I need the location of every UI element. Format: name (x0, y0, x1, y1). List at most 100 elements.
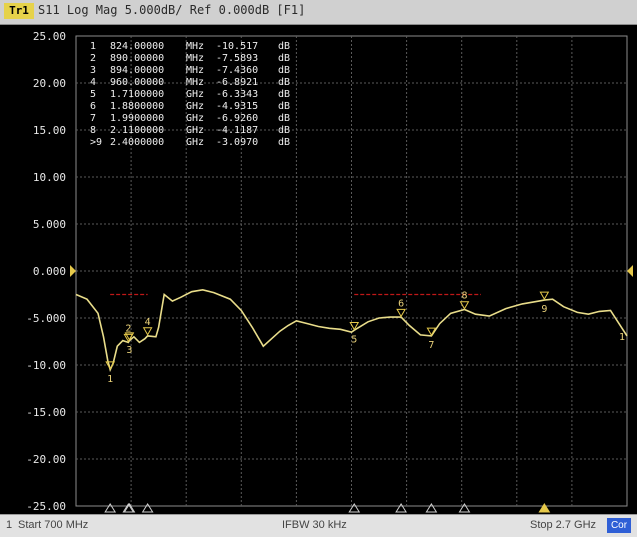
y-tick-labels: 25.00 20.00 15.00 10.00 5.000 0.000 -5.000 -10.… (26, 30, 66, 513)
marker-table-cell: 1.7100000 (110, 89, 164, 100)
marker-table-cell: -7.5893 (216, 53, 258, 64)
marker-table-cell: 6 (90, 101, 96, 112)
marker-table-cell: 3 (90, 65, 96, 76)
marker-table-cell: -6.9260 (216, 113, 258, 124)
marker-8-symbol[interactable] (459, 301, 470, 310)
marker-table-cell: 1.9900000 (110, 113, 164, 124)
marker-table-cell: dB (278, 101, 290, 112)
marker-table-cell: 2 (90, 53, 96, 64)
marker-6-symbol[interactable] (396, 308, 406, 318)
marker-table-cell: -6.3343 (216, 89, 258, 100)
correction-badge[interactable]: Cor (607, 518, 631, 533)
marker-table-cell: 890.00000 (110, 53, 164, 64)
marker-table-cell: dB (278, 53, 290, 64)
marker-table-cell: dB (278, 113, 290, 124)
reference-arrows (70, 265, 633, 277)
smith-log-mag-plot[interactable]: 25.00 20.00 15.00 10.00 5.000 0.000 -5.000 -10.… (0, 24, 637, 514)
marker-3-symbol[interactable] (124, 332, 135, 341)
marker-table-cell: dB (278, 65, 290, 76)
marker-table-cell: GHz (186, 101, 204, 112)
marker-table-cell: 960.00000 (110, 77, 164, 88)
marker-table-cell: dB (278, 41, 290, 52)
status-bar: 1 Start 700 MHz IFBW 30 kHz Stop 2.7 GHz… (0, 514, 637, 537)
marker-3-axis-indicator[interactable] (123, 503, 136, 513)
if-bandwidth[interactable]: IFBW 30 kHz (282, 519, 347, 531)
marker-4-label: 4 (145, 317, 151, 328)
y-tick-label: 0.000 (33, 265, 66, 278)
marker-table-cell: 8 (90, 125, 96, 136)
marker-5-label: 5 (351, 335, 357, 346)
channel-number: 1 (6, 519, 13, 531)
marker-table-cell: dB (278, 77, 290, 88)
marker-4-symbol[interactable] (142, 327, 153, 336)
marker-table-cell: 5 (90, 89, 96, 100)
marker-table-cell: -6.8921 (216, 77, 258, 88)
marker-table-cell: -4.1187 (216, 125, 258, 136)
marker-9-axis-indicator[interactable] (538, 503, 551, 513)
y-tick-label: -10.00 (26, 359, 66, 372)
marker-table-cell: -4.9315 (216, 101, 258, 112)
marker-table-cell: dB (278, 89, 290, 100)
marker-8-label: 8 (461, 291, 467, 302)
marker-table-cell: GHz (186, 89, 204, 100)
marker-table-cell: 2.4000000 (110, 137, 164, 148)
marker-1-symbol[interactable] (105, 361, 116, 370)
y-tick-label: -5.000 (26, 312, 66, 325)
marker-5-symbol[interactable] (349, 322, 360, 331)
marker-table-cell: MHz (186, 41, 204, 52)
y-tick-label: 20.00 (33, 77, 66, 90)
y-tick-label: -15.00 (26, 406, 66, 419)
marker-table-cell: 824.00000 (110, 41, 164, 52)
trace-tag[interactable]: Tr1 (4, 3, 34, 19)
marker-9-symbol[interactable] (539, 291, 550, 301)
marker-7-label: 7 (428, 340, 434, 351)
marker-table-cell: 7 (90, 113, 96, 124)
marker-7-symbol[interactable] (426, 327, 437, 337)
marker-table-cell: -3.0970 (216, 137, 258, 148)
marker-6-label: 6 (398, 298, 404, 309)
marker-table-cell: dB (278, 125, 290, 136)
marker-points: 1 2 3 4 5 6 7 8 9 1 (105, 291, 625, 385)
marker-1-axis-indicator[interactable] (104, 503, 117, 513)
marker-table-cell: -7.4360 (216, 65, 258, 76)
reference-arrow-left[interactable] (70, 265, 76, 277)
marker-table-cell: GHz (186, 137, 204, 148)
marker-8-axis-indicator[interactable] (458, 503, 471, 513)
y-tick-label: 5.000 (33, 218, 66, 231)
marker-table-cell: -10.517 (216, 41, 258, 52)
marker-table-cell: dB (278, 137, 290, 148)
s11-trace (75, 288, 628, 373)
marker-table-cell: 1 (90, 41, 96, 52)
bottom-marker-triangles (104, 503, 551, 513)
y-tick-label: -20.00 (26, 453, 66, 466)
marker-table-cell: 1.8800000 (110, 101, 164, 112)
marker-table-cell: 894.00000 (110, 65, 164, 76)
marker-table-cell: MHz (186, 77, 204, 88)
marker-5-axis-indicator[interactable] (348, 503, 361, 513)
marker-7-axis-indicator[interactable] (425, 503, 438, 513)
stop-frequency[interactable]: Stop 2.7 GHz (530, 519, 597, 531)
marker-2-label: 2 (125, 323, 131, 334)
trace-end-label: 1 (619, 332, 625, 343)
trace-title-bar[interactable]: Tr1 S11 Log Mag 5.000dB/ Ref 0.000dB [F1… (0, 0, 637, 25)
marker-3-label: 3 (126, 345, 132, 356)
marker-9-label: 9 (541, 304, 547, 315)
marker-table-cell: MHz (186, 65, 204, 76)
reference-arrow-right[interactable] (627, 265, 633, 277)
marker-1-label: 1 (107, 374, 113, 385)
marker-table-cell: >9 (90, 137, 102, 148)
marker-table-cell: GHz (186, 125, 204, 136)
y-tick-label: -25.00 (26, 500, 66, 513)
marker-4-axis-indicator[interactable] (141, 503, 154, 513)
marker-table-cell: GHz (186, 113, 204, 124)
marker-table: 1 824.00000 MHz -10.517 dB 2 890.00000 MHz -7.58… (90, 41, 290, 148)
marker-table-cell: 2.1100000 (110, 125, 164, 136)
y-tick-label: 15.00 (33, 124, 66, 137)
y-tick-label: 25.00 (33, 30, 66, 43)
marker-6-axis-indicator[interactable] (395, 503, 407, 513)
marker-table-cell: 4 (90, 77, 96, 88)
trace-title: S11 Log Mag 5.000dB/ Ref 0.000dB [F1] (38, 3, 306, 17)
start-frequency[interactable]: Start 700 MHz (18, 519, 89, 531)
marker-table-cell: MHz (186, 53, 204, 64)
